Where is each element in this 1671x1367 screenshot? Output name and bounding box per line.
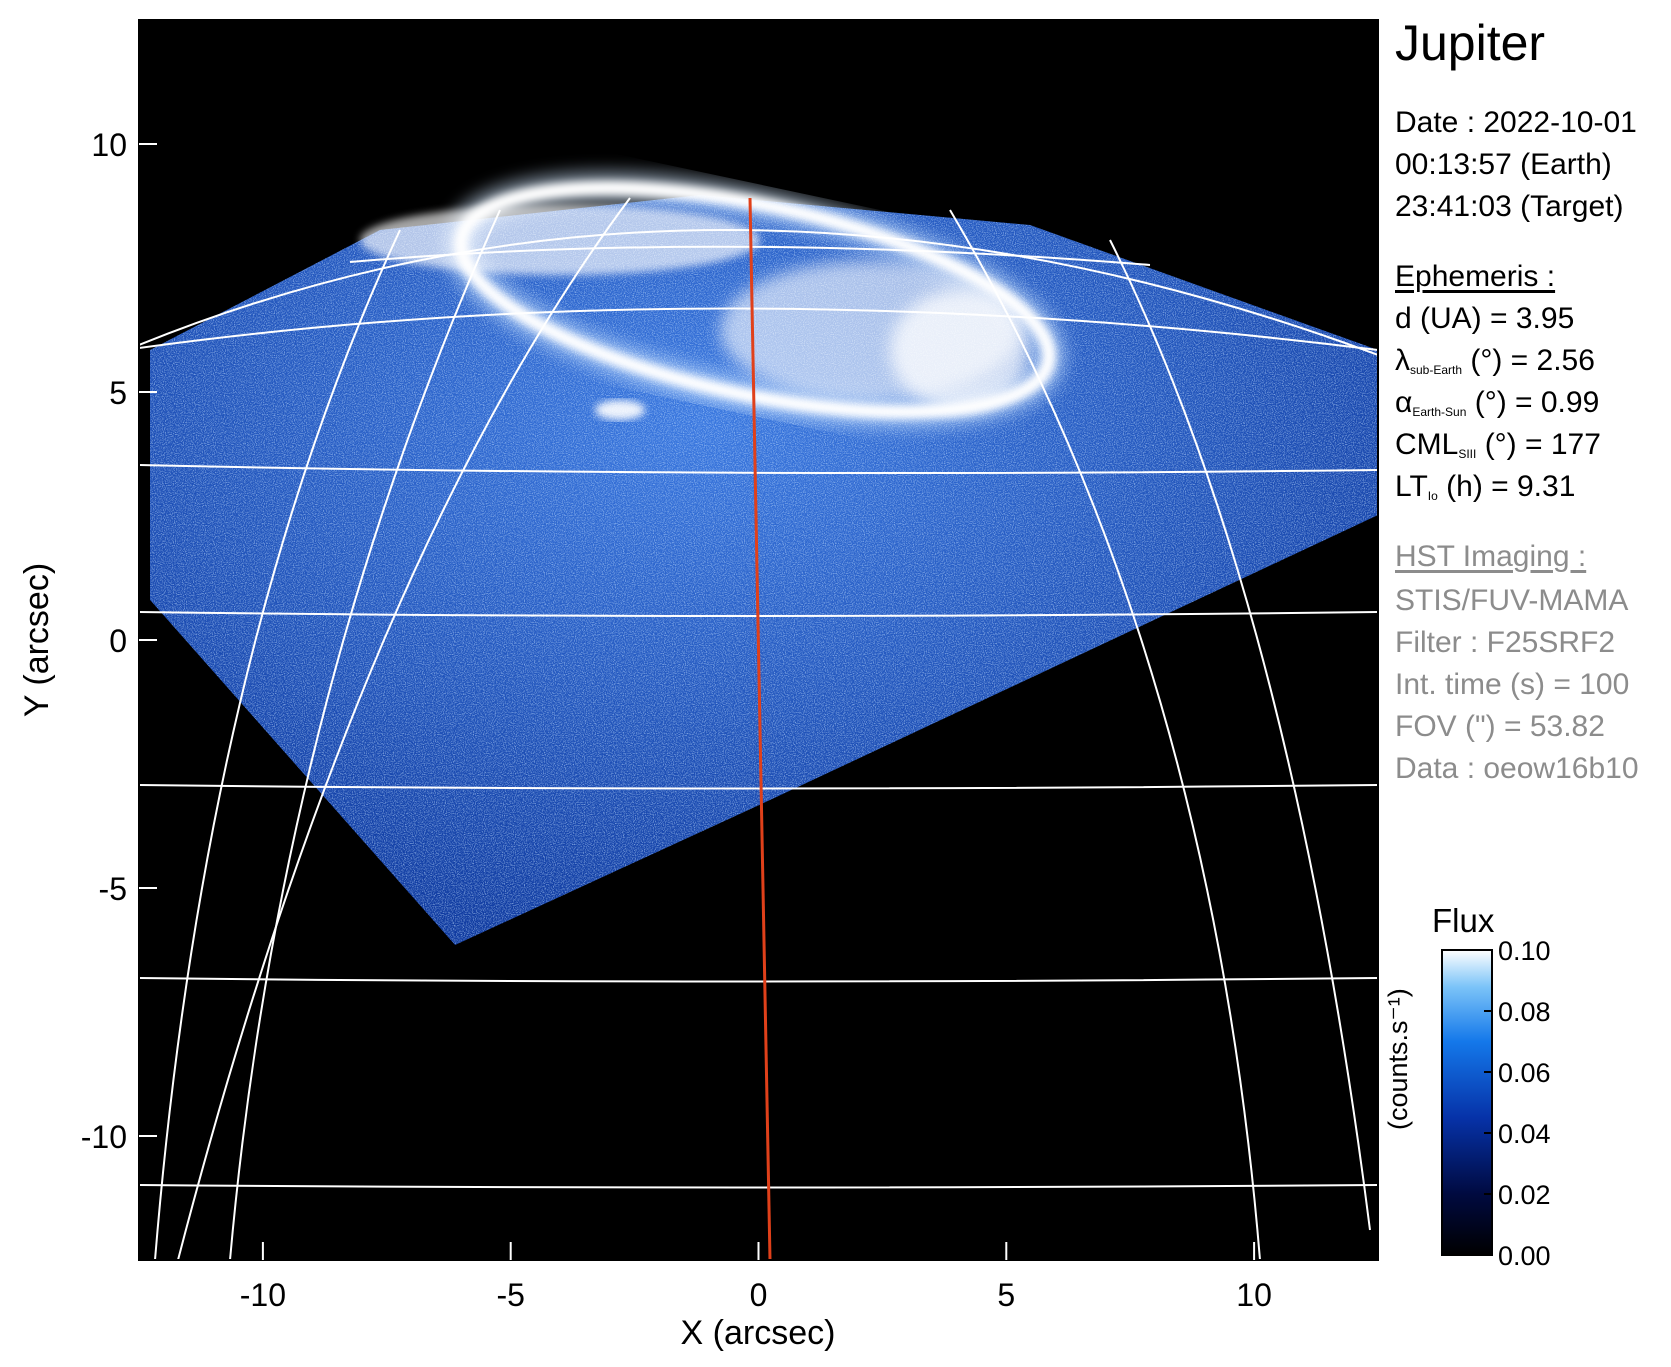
x-tick-label: -10 (240, 1277, 286, 1313)
colorbar-tick-label: 0.04 (1498, 1119, 1551, 1149)
instrument-filter: Filter : F25SRF2 (1395, 626, 1616, 659)
x-tick-labels: -10 -5 0 5 10 (240, 1277, 1272, 1313)
x-axis-label: X (arcsec) (681, 1314, 836, 1352)
date-line: Date : 2022-10-01 (1395, 106, 1637, 139)
instrument-fov: FOV (") = 53.82 (1395, 710, 1605, 743)
time-earth: 00:13:57 (Earth) (1395, 148, 1612, 181)
colorbar-tick-label: 0.02 (1498, 1180, 1551, 1210)
y-axis-ticks (139, 143, 157, 1137)
colorbar-tick-label: 0.06 (1498, 1058, 1551, 1088)
y-tick-label: -10 (81, 1119, 127, 1155)
colorbar-tick-label: 0.10 (1498, 936, 1551, 966)
x-tick-label: 10 (1236, 1277, 1272, 1313)
x-tick-label: 0 (750, 1277, 768, 1313)
time-target: 23:41:03 (Target) (1395, 190, 1624, 223)
instrument-detector: STIS/FUV-MAMA (1395, 584, 1629, 617)
ephemeris-cml: CMLSIII (°) = 177 (1395, 428, 1601, 461)
ephemeris-distance: d (UA) = 3.95 (1395, 302, 1575, 335)
y-tick-labels: 10 5 0 -5 -10 (81, 127, 127, 1155)
instrument-title: HST Imaging : (1395, 540, 1587, 573)
x-axis-ticks (261, 1242, 1256, 1260)
planet-name: Jupiter (1395, 15, 1546, 71)
colorbar-unit: (counts.s⁻¹) (1383, 988, 1413, 1130)
x-tick-label: -5 (496, 1277, 524, 1313)
ephemeris-phase-angle: αEarth-Sun (°) = 0.99 (1395, 386, 1600, 419)
x-tick-label: 5 (997, 1277, 1015, 1313)
colorbar-title: Flux (1432, 902, 1495, 939)
y-tick-label: -5 (99, 871, 127, 907)
ephemeris-sub-earth-lat: λsub-Earth (°) = 2.56 (1395, 344, 1595, 377)
instrument-int-time: Int. time (s) = 100 (1395, 668, 1630, 701)
y-tick-label: 5 (109, 375, 127, 411)
auroral-oval (360, 171, 1067, 429)
instrument-dataset: Data : oeow16b10 (1395, 752, 1639, 785)
y-tick-label: 0 (109, 623, 127, 659)
y-axis-label: Y (arcsec) (18, 563, 56, 717)
central-meridian (748, 197, 772, 1260)
ephemeris-io-lt: LTIo (h) = 9.31 (1395, 470, 1576, 503)
planet-grid (139, 197, 1378, 1260)
hst-image-footprint (139, 195, 1378, 945)
colorbar-tick-label: 0.00 (1498, 1241, 1551, 1271)
y-tick-label: 10 (91, 127, 127, 163)
colorbar (1441, 949, 1493, 1256)
ephemeris-title: Ephemeris : (1395, 260, 1556, 293)
colorbar-ticks: 0.10 0.08 0.06 0.04 0.02 0.00 (1484, 936, 1551, 1271)
colorbar-tick-label: 0.08 (1498, 997, 1551, 1027)
